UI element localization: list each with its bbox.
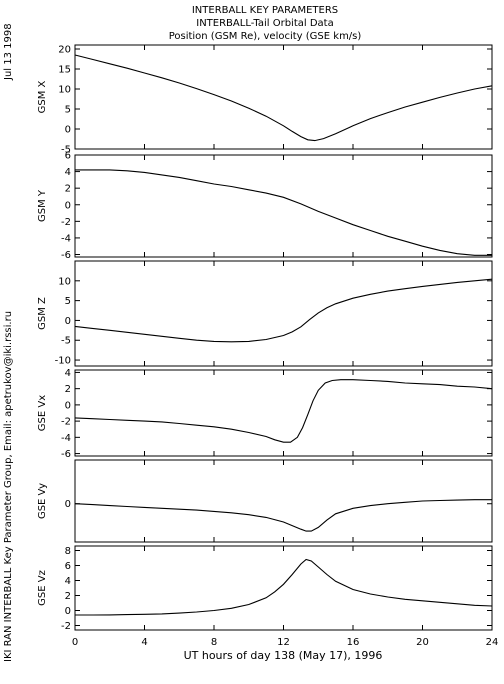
credit-text: IKI RAN INTERBALL Key Parameter Group, E…	[3, 311, 14, 662]
y-tick-label: -5	[61, 145, 71, 156]
panel-3: GSM Z -10 -5 0 5 10	[37, 260, 493, 367]
panel-frame	[74, 154, 493, 258]
y-tick-label: -5	[61, 336, 71, 347]
y-tick-label: 8	[65, 546, 71, 557]
y-tick-label: 0	[65, 400, 71, 411]
y-axis-label: GSM Z	[37, 297, 48, 330]
y-tick-label: -2	[61, 621, 71, 632]
x-tick-label: 16	[347, 637, 360, 648]
y-axis-label: GSE Vy	[37, 483, 48, 519]
series-line	[75, 169, 492, 256]
y-tick-label: 2	[65, 384, 71, 395]
panel-4: GSE Vx -6 -4 -2 0 2 4	[37, 368, 493, 460]
x-tick-label: 0	[72, 637, 78, 648]
x-tick-label: 12	[277, 637, 290, 648]
title-line-1: INTERBALL KEY PARAMETERS	[192, 5, 338, 16]
x-axis-label: UT hours of day 138 (May 17), 1996	[184, 649, 383, 662]
y-axis-label: GSE Vx	[37, 395, 48, 431]
y-tick-label: 4	[65, 576, 71, 587]
y-tick-label: -4	[61, 433, 71, 444]
series-line	[75, 558, 493, 616]
title-line-3: Position (GSM Re), velocity (GSE km/s)	[169, 31, 362, 42]
y-tick-label: 5	[65, 296, 71, 307]
y-tick-label: 6	[65, 561, 71, 572]
y-tick-label: 0	[65, 200, 71, 211]
y-tick-label: -10	[55, 356, 71, 367]
y-axis-label: GSM Y	[37, 189, 48, 222]
y-tick-label: 5	[65, 105, 71, 116]
title-line-2: INTERBALL-Tail Orbital Data	[196, 18, 333, 29]
y-tick-label: 20	[58, 45, 71, 56]
y-tick-label: 6	[65, 151, 71, 162]
series-line	[74, 54, 493, 142]
panel-1: GSM X -5 0 5 10 15 20	[37, 44, 493, 156]
panel-frame	[74, 44, 493, 150]
date-stamp: Jul 13 1998	[3, 23, 14, 81]
series-line	[74, 379, 493, 443]
y-tick-label: -2	[61, 417, 71, 428]
series-line	[74, 278, 493, 343]
y-tick-label: -2	[61, 217, 71, 228]
x-tick-label: 24	[486, 637, 499, 648]
panel-6: GSE Vz -2 0 2 4 6 8	[37, 545, 493, 632]
y-axis-label: GSE Vz	[37, 570, 48, 606]
y-tick-label: 15	[58, 65, 71, 76]
y-tick-label: 0	[65, 316, 71, 327]
y-axis-label: GSM X	[37, 80, 48, 113]
series-line	[74, 499, 492, 532]
y-tick-label: 4	[65, 368, 71, 379]
x-tick-label: 8	[211, 637, 217, 648]
y-tick-label: 10	[58, 276, 71, 287]
y-tick-label: -6	[61, 250, 71, 261]
y-tick-label: 0	[65, 499, 71, 510]
x-tick-label: 4	[141, 637, 147, 648]
panel-5: GSE Vy 0	[37, 459, 493, 543]
y-tick-label: -6	[61, 449, 71, 460]
y-tick-label: 2	[65, 591, 71, 602]
panel-frame	[74, 545, 493, 631]
y-tick-label: 4	[65, 167, 71, 178]
panel-frame	[74, 369, 493, 457]
x-tick-label: 20	[416, 637, 429, 648]
y-tick-label: 10	[58, 85, 71, 96]
panel-2: GSM Y -6 -4 -2 0 2 4 6	[37, 151, 493, 261]
y-tick-label: 2	[65, 184, 71, 195]
y-tick-label: 0	[65, 125, 71, 136]
y-tick-label: -4	[61, 233, 71, 244]
panel-frame	[74, 260, 493, 367]
y-tick-label: 0	[65, 606, 71, 617]
